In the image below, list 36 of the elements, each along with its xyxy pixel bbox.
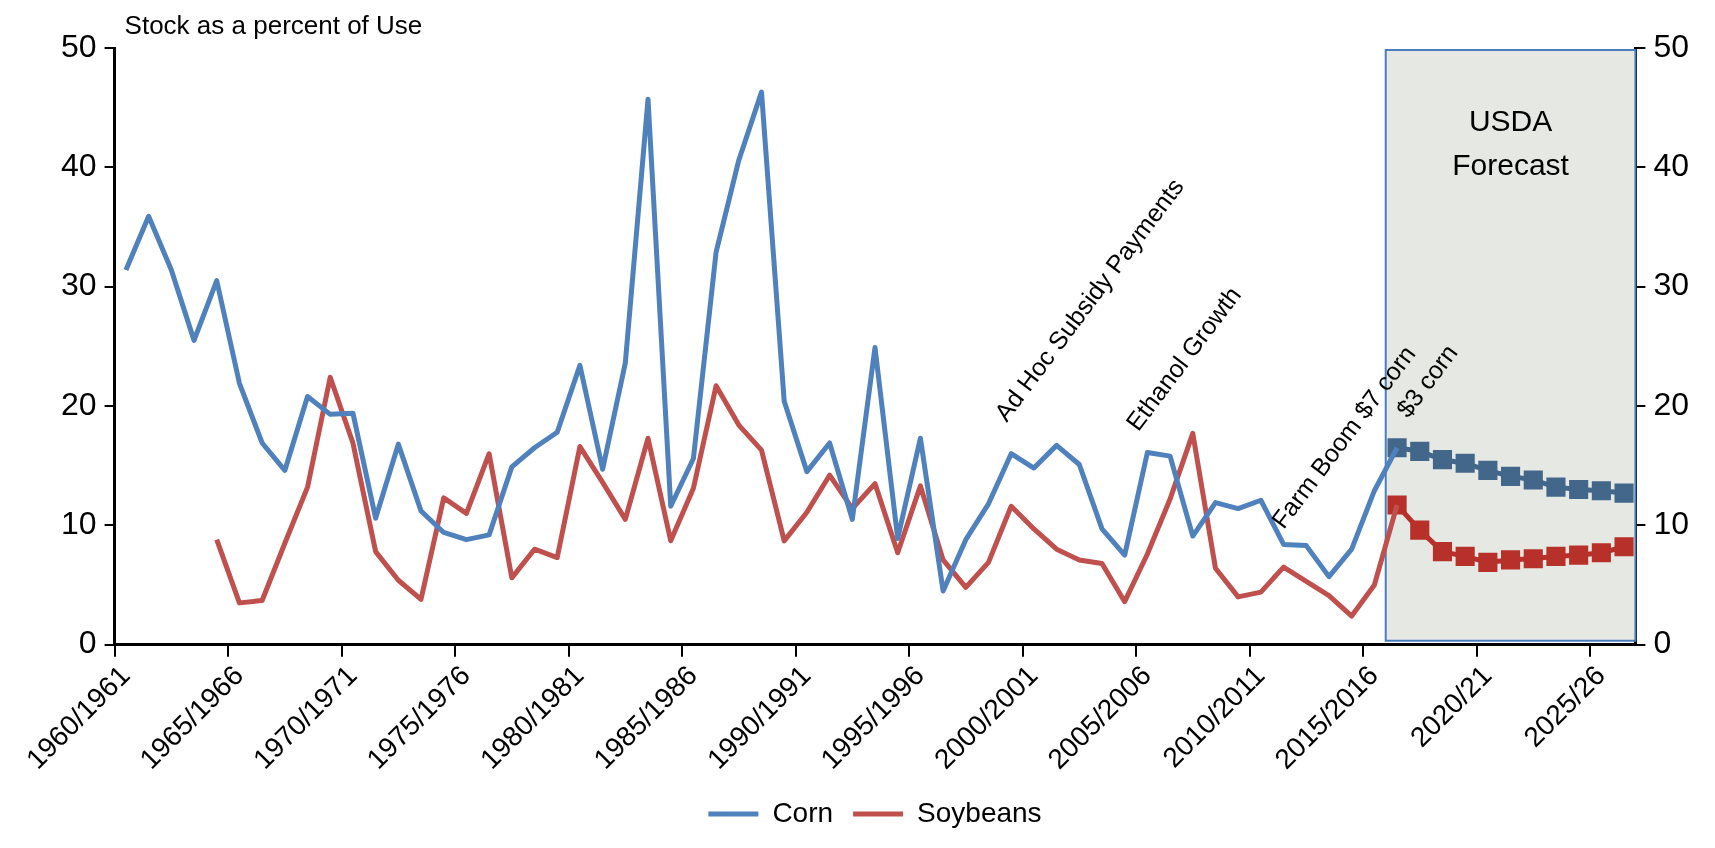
point [1591,481,1611,501]
y2-tick-label: 10 [1653,505,1689,542]
point [1614,483,1634,503]
legend-label: Corn [772,796,834,828]
y2-tick-label: 30 [1653,266,1689,303]
point [1569,545,1589,565]
point [1432,450,1453,470]
point [1455,546,1475,566]
point [1478,460,1498,480]
point [1478,552,1498,572]
y-tick-label: 0 [78,624,97,661]
point [1455,453,1475,473]
point [1591,543,1611,563]
y-tick-label: 40 [61,147,97,184]
point [1523,470,1543,490]
point [1569,479,1589,500]
point [1410,520,1430,540]
y-tick-label: 10 [61,505,97,542]
point [1500,466,1521,486]
y-axis-title: Stock as a percent of Use [124,10,423,41]
annotation: USDA Forecast [1452,104,1570,182]
y-tick-label: 20 [61,385,97,422]
y2-tick-label: 40 [1653,147,1689,184]
point [1432,542,1453,562]
point [1546,546,1566,566]
y2-tick-label: 50 [1653,27,1689,64]
y2-tick-label: 0 [1653,624,1672,661]
y-tick-label: 30 [61,266,97,303]
y2-tick-label: 20 [1653,385,1689,422]
point [1500,550,1521,570]
legend-label: Soybeans [917,796,1042,828]
point [1614,537,1634,557]
point [1546,477,1566,497]
point [1410,441,1430,461]
point [1523,549,1543,569]
y-tick-label: 50 [61,27,97,64]
